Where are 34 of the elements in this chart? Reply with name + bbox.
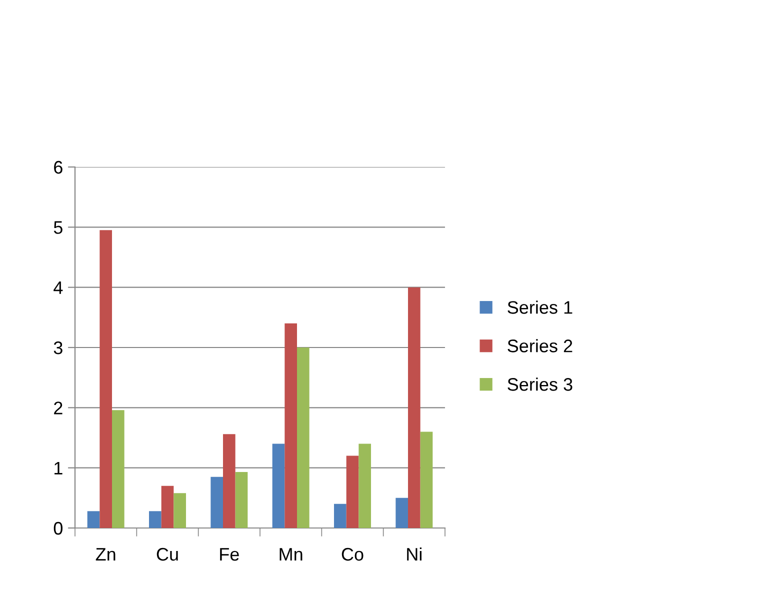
- bar: [297, 348, 310, 528]
- bar: [334, 504, 346, 528]
- bar: [272, 444, 285, 528]
- x-tick-label: Ni: [407, 547, 422, 561]
- bar: [284, 323, 297, 528]
- bar: [149, 511, 162, 528]
- bar: [112, 410, 124, 528]
- y-tick-label: 6: [54, 160, 62, 174]
- bar: [223, 434, 236, 528]
- legend-label: Series 3: [508, 378, 572, 391]
- x-tick-label: Cu: [156, 548, 178, 561]
- x-tick-label: Zn: [96, 548, 116, 561]
- y-tick-label: 2: [54, 402, 62, 414]
- bar: [161, 486, 174, 528]
- bar: [174, 493, 186, 528]
- legend-label: Series 2: [508, 339, 572, 352]
- bar: [420, 432, 433, 528]
- y-tick-label: 5: [54, 221, 62, 234]
- y-tick-label: 3: [54, 341, 62, 354]
- y-tick-label: 1: [54, 462, 62, 474]
- bar: [87, 511, 100, 528]
- bar: [346, 456, 359, 528]
- bar: [396, 498, 408, 528]
- bar: [210, 476, 223, 528]
- bar: [235, 472, 248, 528]
- x-tick-label: Co: [342, 548, 364, 561]
- bar: [408, 287, 420, 528]
- bar: [100, 230, 112, 528]
- legend-label: Series 1: [508, 300, 572, 314]
- x-tick-label: Fe: [220, 548, 239, 561]
- bar: [358, 444, 371, 528]
- y-tick-label: 0: [54, 522, 62, 535]
- y-tick-label: 4: [54, 281, 63, 294]
- x-tick-label: Mn: [280, 548, 302, 561]
